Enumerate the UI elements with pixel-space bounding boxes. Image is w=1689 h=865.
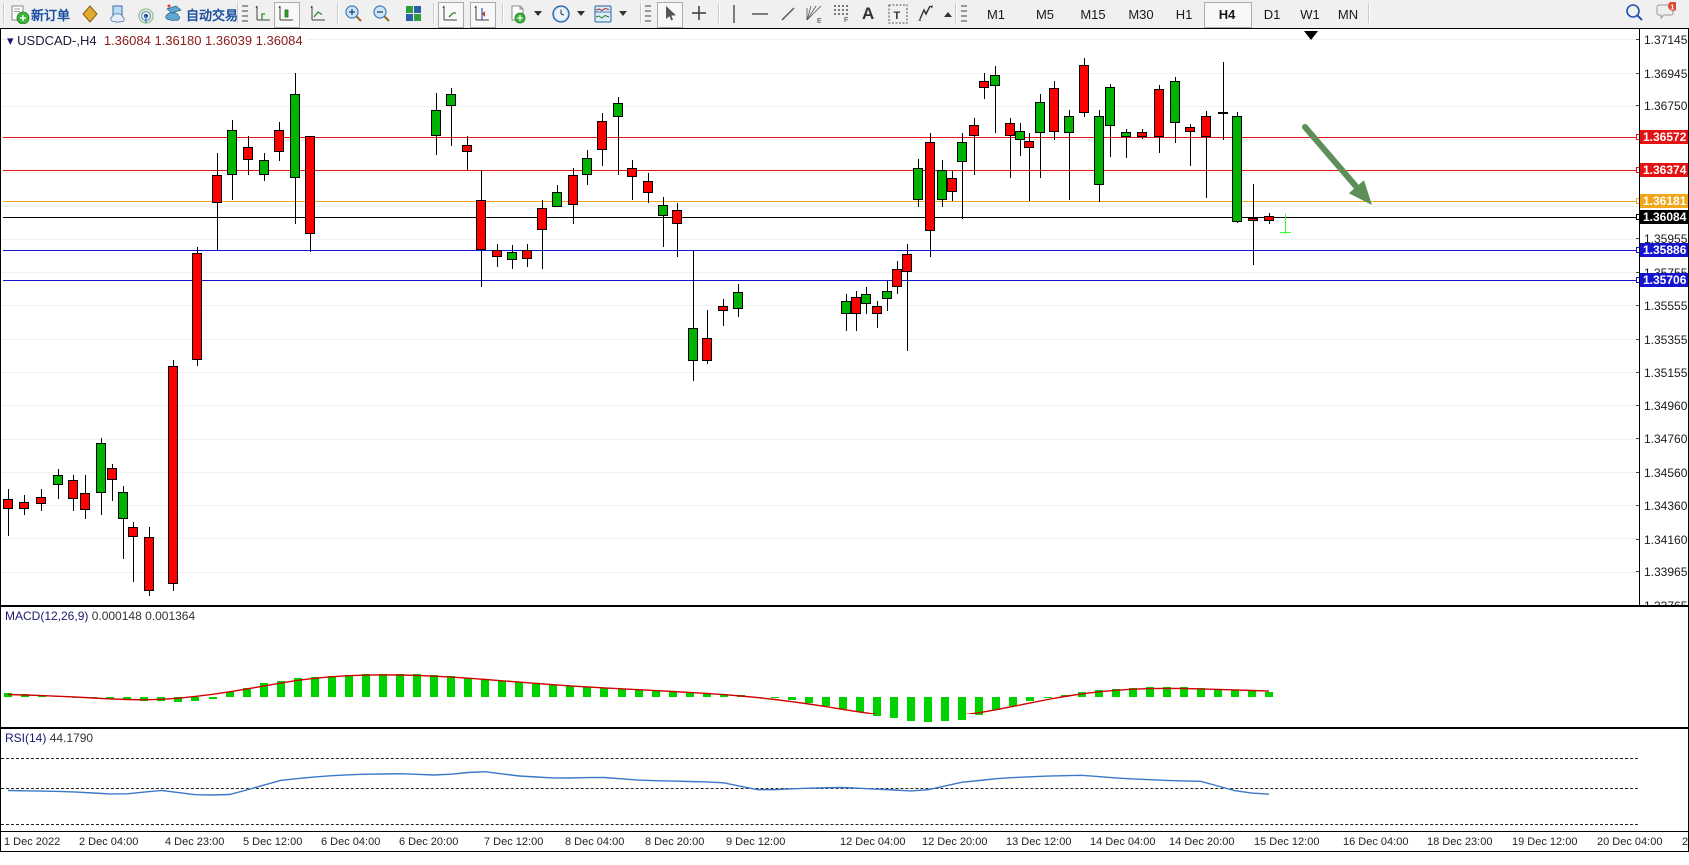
svg-text:E: E — [817, 18, 822, 24]
svg-text:F: F — [844, 17, 848, 24]
svg-text:1: 1 — [1670, 2, 1674, 11]
svg-text:T: T — [894, 10, 901, 22]
